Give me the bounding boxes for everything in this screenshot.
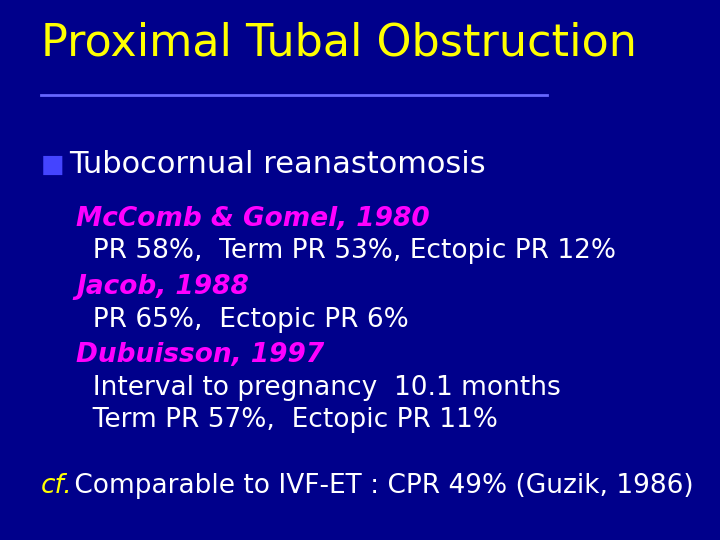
Text: PR 65%,  Ectopic PR 6%: PR 65%, Ectopic PR 6% (76, 307, 409, 333)
Text: PR 58%,  Term PR 53%, Ectopic PR 12%: PR 58%, Term PR 53%, Ectopic PR 12% (76, 238, 616, 264)
Text: cf.: cf. (41, 473, 73, 499)
Text: Jacob, 1988: Jacob, 1988 (76, 274, 249, 300)
Text: Dubuisson, 1997: Dubuisson, 1997 (76, 342, 325, 368)
Text: Interval to pregnancy  10.1 months: Interval to pregnancy 10.1 months (76, 375, 561, 401)
Text: ■: ■ (41, 153, 65, 177)
Text: Comparable to IVF-ET : CPR 49% (Guzik, 1986): Comparable to IVF-ET : CPR 49% (Guzik, 1… (66, 473, 693, 499)
Text: Term PR 57%,  Ectopic PR 11%: Term PR 57%, Ectopic PR 11% (76, 407, 498, 433)
Text: Tubocornual reanastomosis: Tubocornual reanastomosis (69, 150, 486, 179)
Text: Proximal Tubal Obstruction: Proximal Tubal Obstruction (41, 22, 637, 65)
Text: McComb & Gomel, 1980: McComb & Gomel, 1980 (76, 206, 430, 232)
